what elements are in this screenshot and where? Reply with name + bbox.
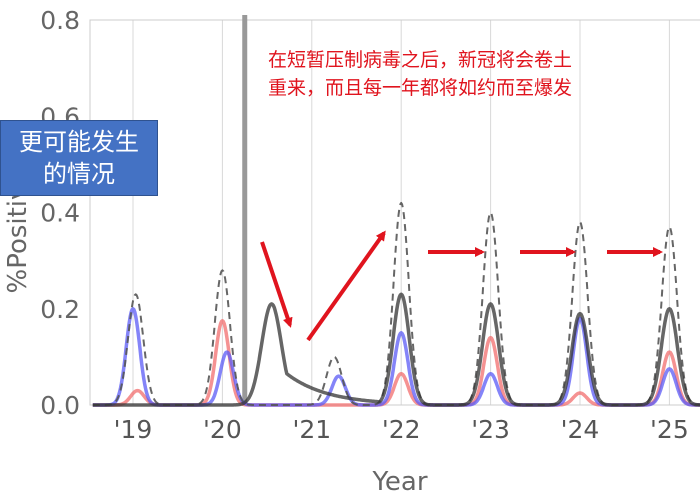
x-tick-label: '25 <box>650 415 689 444</box>
annotation-line-2: 重来，而且每一年都将如约而至爆发 <box>268 77 573 99</box>
x-tick-label: '22 <box>382 415 421 444</box>
scenario-callout-box: 更可能发生 的情况 <box>0 120 158 196</box>
y-tick-label: 0.0 <box>40 391 80 420</box>
y-tick-label: 0.2 <box>40 295 80 324</box>
y-tick-labels: 0.00.20.40.60.8 <box>40 6 80 420</box>
y-tick-label: 0.8 <box>40 6 80 35</box>
x-tick-label: '19 <box>114 415 153 444</box>
x-tick-label: '21 <box>292 415 331 444</box>
x-axis-title: Year <box>371 467 427 497</box>
annotation-arrows <box>260 230 663 342</box>
x-tick-label: '20 <box>203 415 242 444</box>
y-tick-label: 0.4 <box>40 199 80 228</box>
plot-frame <box>89 19 700 406</box>
annotation-line-1: 在短暂压制病毒之后，新冠将会卷土 <box>268 49 573 71</box>
series-lines <box>91 201 700 407</box>
annotation-text: 在短暂压制病毒之后，新冠将会卷土 重来，而且每一年都将如约而至爆发 <box>268 46 628 102</box>
x-tick-label: '23 <box>471 415 510 444</box>
series-line-black <box>91 292 700 407</box>
arrow-up <box>306 230 386 342</box>
series-line-red <box>91 319 700 407</box>
callout-line-2: 的情况 <box>43 160 115 188</box>
vertical-gridlines <box>132 20 670 405</box>
callout-line-1: 更可能发生 <box>19 128 139 156</box>
x-tick-labels: '19 '20 '21 '22 '23 '24 '25 <box>114 415 689 444</box>
x-tick-label: '24 <box>561 415 600 444</box>
arrow-down <box>260 241 293 328</box>
